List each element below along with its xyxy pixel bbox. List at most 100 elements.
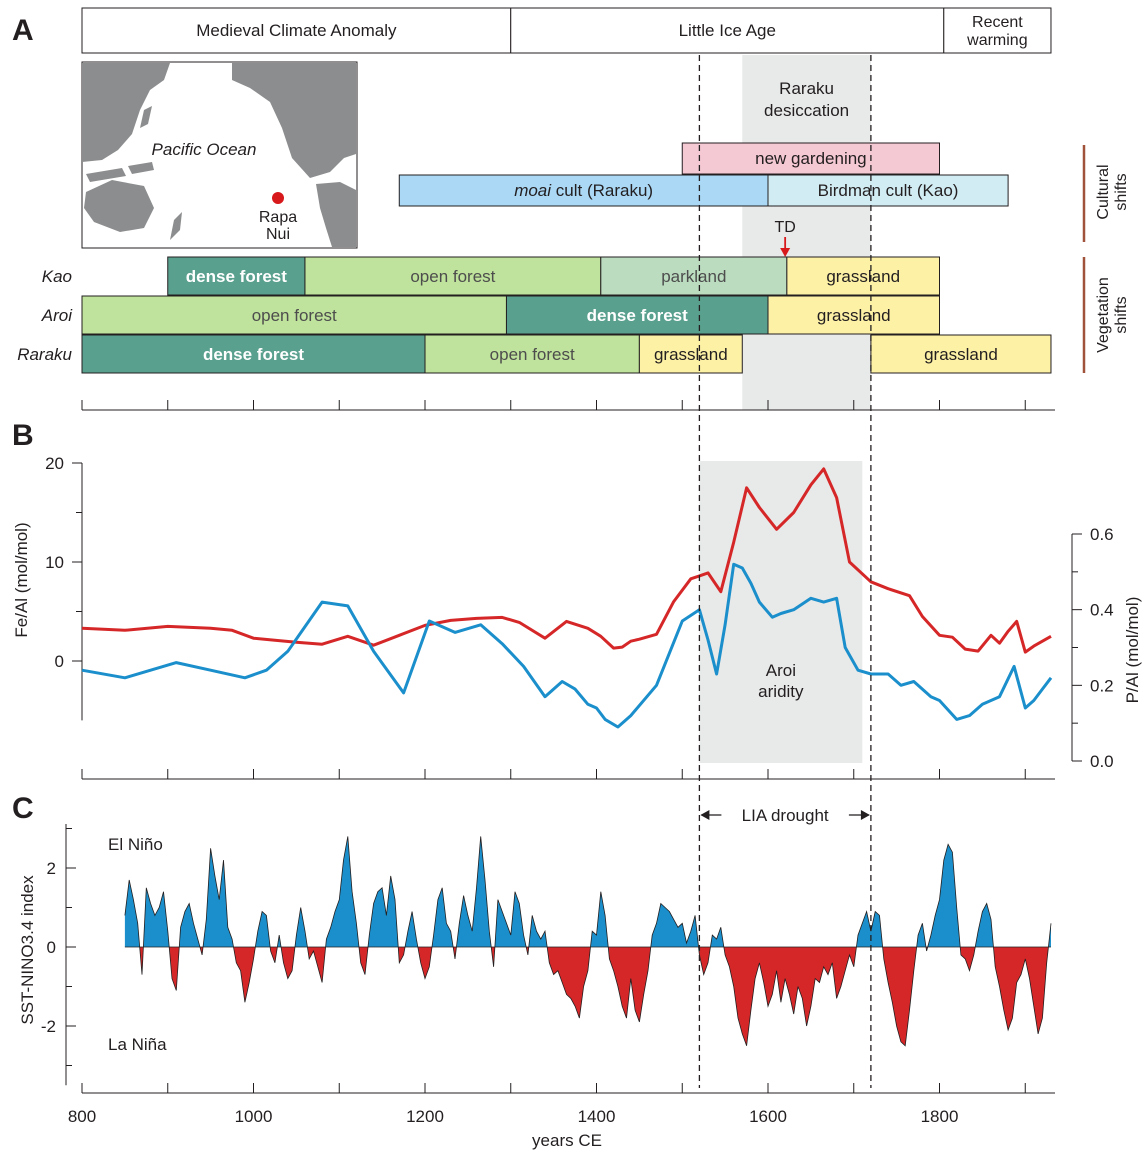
x-tick-label: 1600	[749, 1107, 787, 1126]
vegetation-phase-bar	[786, 256, 940, 296]
south-america-landmass	[316, 182, 356, 247]
cultural-shifts-label-line: Cultural	[1095, 164, 1112, 219]
vegetation-site-label: Aroi	[41, 306, 73, 325]
indonesia-landmass	[86, 168, 126, 182]
left-axis-label-group: Fe/Al (mol/mol)	[12, 522, 31, 637]
vegetation-phase-label: parkland	[661, 267, 726, 286]
vegetation-phase-bar	[81, 334, 426, 374]
left-axis-tick-label: 10	[45, 553, 64, 572]
x-tick-label: 1200	[406, 1107, 444, 1126]
drought-label-bg	[721, 802, 849, 826]
left-axis-tick-label: 0	[55, 652, 64, 671]
x-axis-label: years CE	[532, 1131, 602, 1150]
vegetation-phase-label: grassland	[817, 306, 891, 325]
climate-period-label: warming	[966, 32, 1027, 49]
c-axis-tick-label: 2	[47, 859, 56, 878]
panel-b: Aroi aridity 0 10 20 Fe/Al (mol/mol) 0.0 0.2 0.4…	[12, 454, 1142, 780]
new-zealand-landmass	[170, 212, 182, 240]
vegetation-phase-bar	[870, 334, 1052, 374]
cultural-bar	[398, 174, 769, 207]
la-nina-area	[124, 947, 1051, 1046]
x-tick-label: 1800	[921, 1107, 959, 1126]
drought-arrowhead-right	[860, 810, 870, 820]
climate-period-label: Little Ice Age	[679, 21, 776, 40]
aridity-label-1: Aroi	[766, 661, 796, 680]
cultural-shifts-label-line: shifts	[1113, 173, 1130, 210]
panel-a: Medieval Climate Anomaly Little Ice Age Re…	[17, 7, 1130, 411]
vegetation-phase-bar	[424, 334, 640, 374]
vegetation-phase-label: dense forest	[587, 306, 688, 325]
el-nino-area	[124, 836, 1051, 947]
vegetation-phase-bar	[167, 256, 306, 296]
vegetation-phase-label: open forest	[252, 306, 337, 325]
vegetation-phase-label: dense forest	[186, 267, 287, 286]
ocean-label: Pacific Ocean	[152, 140, 257, 159]
vegetation-phase-label: dense forest	[203, 345, 304, 364]
p-al-series-line	[81, 562, 1053, 729]
c-axis-tick-label: 0	[47, 938, 56, 957]
site-label: Nui	[266, 226, 290, 243]
panel-label-c: C	[12, 792, 34, 825]
desiccation-label: desiccation	[764, 101, 849, 120]
left-axis-tick-label: 20	[45, 454, 64, 473]
site-label: Rapa	[259, 209, 297, 226]
asia-landmass	[82, 63, 170, 162]
climate-period-label: Medieval Climate Anomaly	[196, 21, 397, 40]
vegetation-site-label: Raraku	[17, 345, 72, 364]
x-tick-label: 800	[68, 1107, 96, 1126]
cultural-bar-label-rest: cult (Raraku)	[551, 181, 653, 200]
td-label: TD	[774, 219, 795, 236]
climate-period-label: Recent	[972, 14, 1023, 31]
vegetation-phase-bar	[304, 256, 602, 296]
panel-label-b: B	[12, 419, 34, 452]
right-axis-label: P/Al (mol/mol)	[1123, 597, 1142, 704]
vegetation-site-label: Kao	[42, 267, 72, 286]
climate-period-box	[943, 7, 1052, 54]
cultural-bar-label: moai cult (Raraku)	[514, 181, 653, 200]
fe-al-series-line	[81, 467, 1052, 654]
aridity-label-2: aridity	[758, 682, 804, 701]
vegetation-phase-label: grassland	[924, 345, 998, 364]
vegetation-phase-bar	[600, 256, 788, 296]
la-nina-label: La Niña	[108, 1035, 167, 1054]
rapa-nui-marker	[272, 192, 284, 204]
vegetation-phase-bar	[638, 334, 743, 374]
japan-landmass	[140, 106, 152, 128]
left-axis-label: Fe/Al (mol/mol)	[12, 522, 31, 637]
c-axis-label: SST-NINO3.4 index	[18, 875, 37, 1025]
desiccation-label: Raraku	[779, 79, 834, 98]
new-guinea-landmass	[128, 162, 154, 174]
right-axis-tick-label: 0.4	[1090, 601, 1114, 620]
vegetation-phase-bar	[81, 295, 507, 335]
overlay-layer: A B C LIA drought	[12, 14, 872, 1088]
vegetation-shifts-label-line: Vegetation	[1095, 277, 1112, 353]
drought-label: LIA drought	[742, 806, 829, 825]
cultural-bar-label-italic: moai	[514, 181, 552, 200]
vegetation-phase-label: open forest	[410, 267, 495, 286]
vegetation-shifts-label-line: shifts	[1113, 296, 1130, 333]
vegetation-phase-bar	[505, 295, 769, 335]
panel-label-a: A	[12, 14, 34, 47]
cultural-bar-label: Birdman cult (Kao)	[818, 181, 959, 200]
vegetation-phase-label: grassland	[654, 345, 728, 364]
right-axis-tick-label: 0.0	[1090, 752, 1114, 771]
cultural-bar-label: new gardening	[755, 149, 867, 168]
right-axis-tick-label: 0.6	[1090, 525, 1114, 544]
right-axis-tick-label: 0.2	[1090, 676, 1114, 695]
right-axis-label-group: P/Al (mol/mol)	[1123, 597, 1142, 704]
x-tick-label: 1400	[578, 1107, 616, 1126]
x-tick-label: 1000	[235, 1107, 273, 1126]
cultural-bar	[767, 174, 1009, 207]
el-nino-label: El Niño	[108, 835, 163, 854]
vegetation-shifts-label: Vegetation shifts	[1095, 277, 1130, 353]
nino-series-outline	[124, 836, 1052, 1047]
climate-period-box	[81, 7, 512, 54]
vegetation-phase-bar	[767, 295, 940, 335]
cultural-shifts-label: Cultural shifts	[1095, 164, 1130, 219]
north-america-landmass	[232, 63, 356, 178]
td-arrow-head	[780, 248, 791, 257]
raraku-desiccation-shade	[742, 55, 871, 410]
vegetation-phase-label: grassland	[826, 267, 900, 286]
c-axis-tick-label: -2	[41, 1017, 56, 1036]
